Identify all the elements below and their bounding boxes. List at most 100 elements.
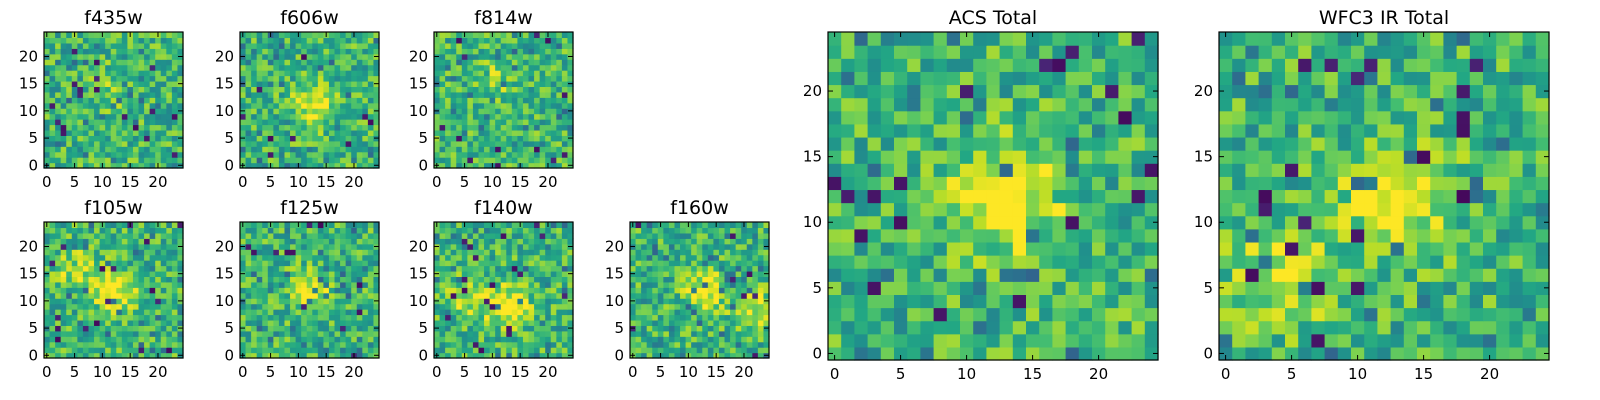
heatmap-cell <box>517 243 524 250</box>
heatmap-cell <box>946 241 961 256</box>
heatmap-cell <box>746 249 753 256</box>
heatmap-cell <box>256 32 263 39</box>
heatmap-cell <box>685 254 692 261</box>
heatmap-cell <box>267 265 274 272</box>
heatmap-cell <box>171 162 179 169</box>
heatmap-cell <box>511 227 518 234</box>
heatmap-cell <box>356 238 363 245</box>
x-tick-label: 0 <box>432 363 442 381</box>
heatmap-cell <box>116 330 123 337</box>
heatmap-cell <box>456 298 463 305</box>
heatmap-cell <box>506 113 513 120</box>
heatmap-cell <box>149 140 156 147</box>
heatmap-cell <box>439 287 446 294</box>
heatmap-cell <box>99 37 106 44</box>
heatmap-cell <box>663 292 670 299</box>
heatmap-cell <box>561 347 569 354</box>
heatmap-cell <box>82 309 90 316</box>
heatmap-cell <box>278 135 286 142</box>
y-tick-label: 15 <box>19 75 38 93</box>
heatmap-cell <box>116 129 123 136</box>
heatmap-cell <box>127 243 134 250</box>
heatmap-cell <box>121 276 128 283</box>
heatmap-cell <box>166 37 173 44</box>
heatmap-cell <box>461 70 468 77</box>
heatmap-cell <box>262 119 269 126</box>
y-tick-label: 15 <box>409 265 428 283</box>
heatmap-cell <box>149 227 156 234</box>
heatmap-cell <box>251 53 258 60</box>
heatmap-cell <box>511 341 518 348</box>
heatmap-cell <box>472 129 480 136</box>
heatmap-cell <box>1092 294 1106 309</box>
heatmap-cell <box>920 320 935 335</box>
heatmap-cell <box>724 276 731 283</box>
heatmap-cell <box>240 102 247 109</box>
heatmap-cell <box>290 276 297 283</box>
heatmap-cell <box>99 113 106 120</box>
heatmap-cell <box>495 292 502 299</box>
heatmap-cell <box>522 75 530 82</box>
heatmap-cell <box>567 124 574 131</box>
heatmap-cell <box>1078 281 1093 295</box>
heatmap-cell <box>986 346 1001 361</box>
heatmap-cell <box>267 135 274 142</box>
heatmap-cell <box>696 260 703 267</box>
heatmap-cell <box>116 238 123 245</box>
heatmap-cell <box>456 151 463 158</box>
heatmap-cell <box>539 352 546 359</box>
heatmap-cell <box>718 254 726 261</box>
heatmap-cell <box>472 80 480 87</box>
heatmap-cell <box>66 243 73 250</box>
heatmap-cell <box>556 64 563 71</box>
heatmap-cell <box>522 70 530 77</box>
heatmap-cell <box>127 281 134 288</box>
heatmap-cell <box>567 64 574 71</box>
heatmap-cell <box>867 255 882 269</box>
heatmap-cell <box>472 108 480 115</box>
heatmap-cell <box>60 287 67 294</box>
heatmap-cell <box>691 292 698 299</box>
heatmap-cell <box>334 108 341 115</box>
heatmap-cell <box>94 336 101 343</box>
heatmap-cell <box>49 276 56 283</box>
heatmap-cell <box>534 243 541 250</box>
heatmap-cell <box>735 336 742 343</box>
heatmap-cell <box>82 102 90 109</box>
heatmap-cell <box>635 347 642 354</box>
heatmap-cell <box>746 260 753 267</box>
heatmap-cell <box>567 129 574 136</box>
heatmap-cell <box>82 270 90 277</box>
heatmap-cell <box>105 32 112 39</box>
heatmap-cell <box>284 102 291 109</box>
heatmap-cell <box>522 222 530 229</box>
heatmap-cell <box>82 330 90 337</box>
heatmap-cell <box>290 59 297 66</box>
heatmap-cell <box>506 129 513 136</box>
heatmap-cell <box>160 48 167 55</box>
heatmap-cell <box>356 232 363 239</box>
heatmap-cell <box>44 314 51 321</box>
heatmap-cell <box>567 309 574 316</box>
panel-title: f105w <box>84 197 143 219</box>
heatmap-cell <box>461 330 468 337</box>
heatmap-cell <box>561 232 569 239</box>
heatmap-cell <box>301 129 308 136</box>
heatmap-cell <box>105 336 112 343</box>
heatmap-cell <box>680 325 687 332</box>
heatmap-cell <box>306 330 313 337</box>
heatmap-cell <box>657 319 664 326</box>
heatmap-cell <box>328 330 336 337</box>
heatmap-cell <box>149 249 156 256</box>
heatmap-cell <box>841 346 855 361</box>
heatmap-cell <box>317 70 324 77</box>
heatmap-cell <box>484 249 491 256</box>
heatmap-cell <box>99 347 106 354</box>
heatmap-cell <box>177 91 184 98</box>
heatmap-cell <box>500 59 507 66</box>
heatmap-cell <box>550 281 557 288</box>
heatmap-cell <box>301 347 308 354</box>
heatmap-cell <box>367 325 375 332</box>
heatmap-cell <box>251 102 258 109</box>
heatmap-cell <box>880 163 895 177</box>
